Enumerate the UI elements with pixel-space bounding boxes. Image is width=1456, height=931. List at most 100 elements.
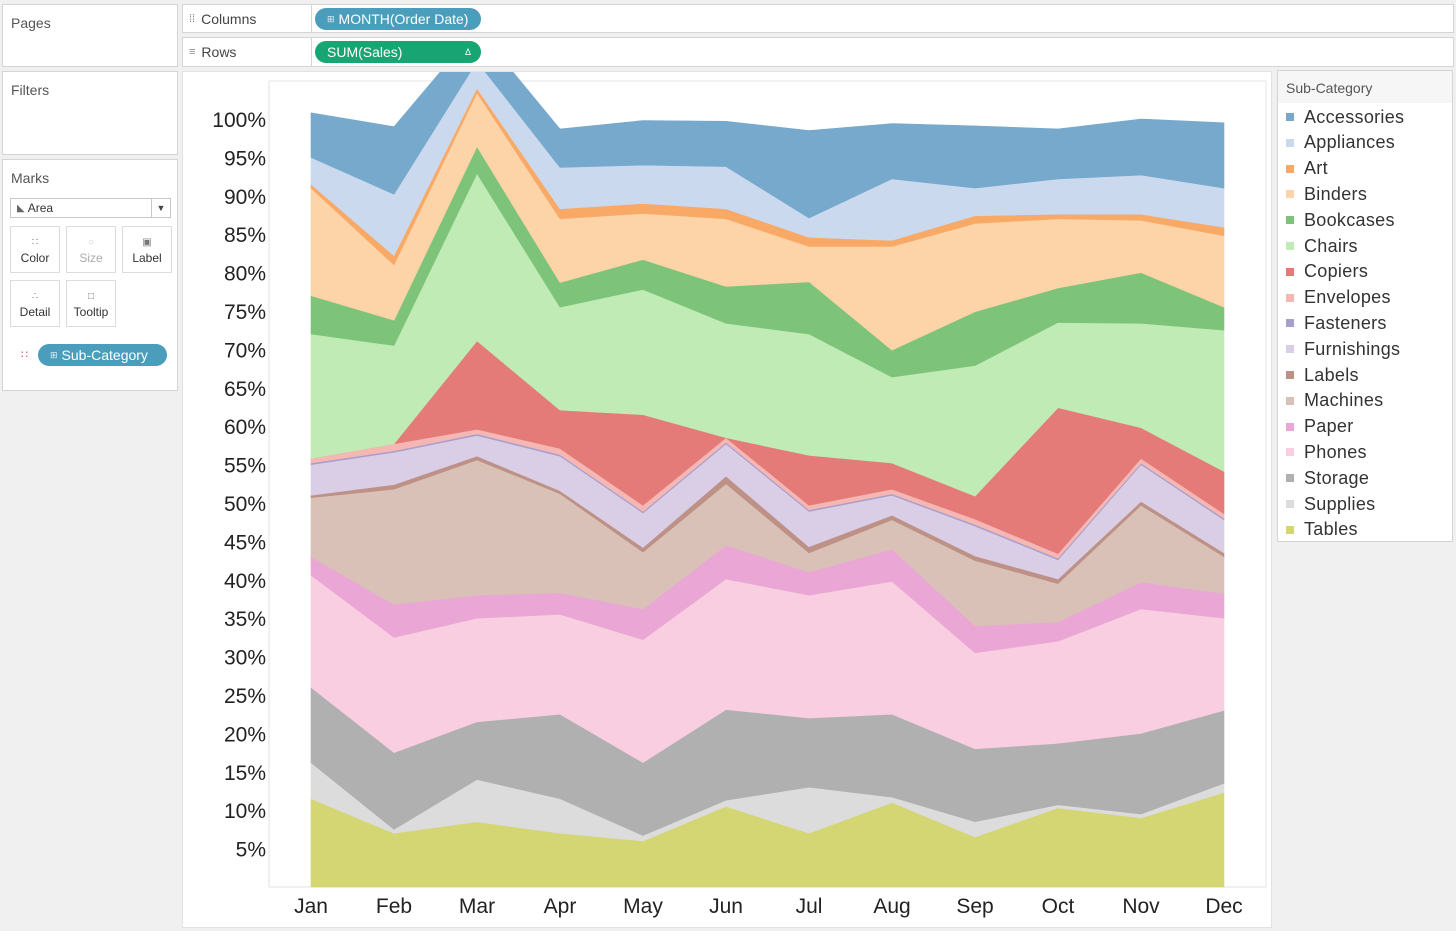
detail-button-label: Detail — [19, 305, 51, 319]
legend-swatch — [1286, 345, 1294, 354]
legend-item-machines[interactable]: Machines — [1286, 390, 1383, 412]
filters-title: Filters — [11, 82, 50, 98]
y-tick-label: 15% — [224, 762, 266, 785]
legend-item-art[interactable]: Art — [1286, 158, 1328, 180]
pages-title: Pages — [11, 15, 51, 31]
x-tick-label: Jun — [709, 895, 743, 918]
table-calc-icon: Δ — [464, 47, 471, 57]
area-accessories[interactable] — [310, 72, 1225, 219]
tooltip-button[interactable]: □ Tooltip — [66, 280, 116, 327]
legend-title: Sub-Category — [1286, 80, 1373, 96]
legend-swatch — [1286, 293, 1294, 302]
legend-label: Phones — [1304, 441, 1367, 462]
columns-label-wrap: ⁞⁞ Columns — [189, 5, 256, 32]
y-tick-label: 45% — [224, 531, 266, 554]
y-tick-label: 90% — [224, 186, 266, 209]
legend-item-accessories[interactable]: Accessories — [1286, 106, 1404, 128]
y-tick-label: 20% — [224, 723, 266, 746]
legend-swatch — [1286, 422, 1294, 431]
legend-item-labels[interactable]: Labels — [1286, 364, 1359, 386]
x-tick-label: Nov — [1122, 895, 1160, 918]
label-button[interactable]: ▣ Label — [122, 226, 172, 273]
y-tick-label: 55% — [224, 455, 266, 478]
legend-label: Envelopes — [1304, 287, 1391, 308]
legend-item-chairs[interactable]: Chairs — [1286, 235, 1358, 257]
legend-swatch — [1286, 164, 1294, 173]
mark-type-value: Area — [27, 201, 54, 215]
marks-card: Marks ◣ Area ▼ ∷ Color ○ Size ▣ Label ∴ … — [2, 159, 178, 391]
legend-item-storage[interactable]: Storage — [1286, 467, 1369, 489]
legend-item-bookcases[interactable]: Bookcases — [1286, 209, 1395, 231]
legend-swatch — [1286, 113, 1294, 121]
rows-shelf[interactable]: ≡ Rows SUM(Sales) Δ — [182, 37, 1454, 67]
legend-label: Art — [1304, 158, 1328, 179]
legend-swatch — [1286, 190, 1294, 199]
legend-item-binders[interactable]: Binders — [1286, 183, 1367, 205]
x-tick-label: Apr — [544, 895, 577, 918]
legend-label: Supplies — [1304, 493, 1376, 514]
color-button-label: Color — [20, 251, 50, 265]
legend-label: Chairs — [1304, 235, 1358, 256]
columns-pill[interactable]: ⊞ MONTH(Order Date) — [315, 8, 481, 30]
size-icon: ○ — [87, 237, 95, 248]
chevron-down-icon: ▼ — [151, 199, 170, 217]
legend-item-copiers[interactable]: Copiers — [1286, 261, 1368, 283]
legend-item-envelopes[interactable]: Envelopes — [1286, 287, 1391, 309]
x-tick-label: Dec — [1205, 895, 1242, 918]
legend-item-furnishings[interactable]: Furnishings — [1286, 338, 1400, 360]
y-tick-label: 5% — [236, 839, 266, 862]
area-mark-icon: ◣ — [17, 202, 25, 214]
legend-item-phones[interactable]: Phones — [1286, 441, 1367, 463]
date-field-icon: ⊞ — [327, 13, 335, 24]
y-tick-label: 25% — [224, 685, 266, 708]
legend-item-fasteners[interactable]: Fasteners — [1286, 312, 1387, 334]
rows-pill-label: SUM(Sales) — [327, 44, 403, 60]
size-button-label: Size — [79, 251, 103, 265]
x-tick-label: Feb — [376, 895, 412, 918]
x-tick-label: Jan — [294, 895, 328, 918]
color-button[interactable]: ∷ Color — [10, 226, 60, 273]
mark-type-dropdown[interactable]: ◣ Area ▼ — [10, 198, 171, 218]
x-tick-label: Jul — [796, 895, 823, 918]
detail-button[interactable]: ∴ Detail — [10, 280, 60, 327]
y-tick-label: 30% — [224, 647, 266, 670]
color-encoding-icon: ∷ — [21, 349, 28, 361]
y-tick-label: 75% — [224, 301, 266, 324]
tooltip-icon: □ — [87, 291, 95, 302]
shelf-divider — [311, 5, 312, 32]
legend-item-tables[interactable]: Tables — [1286, 519, 1358, 541]
size-button[interactable]: ○ Size — [66, 226, 116, 273]
legend-swatch — [1286, 242, 1294, 250]
x-tick-label: May — [623, 895, 663, 918]
pages-shelf[interactable]: Pages — [2, 4, 178, 67]
columns-icon: ⁞⁞ — [189, 12, 196, 25]
y-tick-label: 35% — [224, 608, 266, 631]
legend-item-supplies[interactable]: Supplies — [1286, 493, 1375, 515]
legend-label: Machines — [1304, 390, 1384, 411]
x-tick-label: Aug — [873, 895, 910, 918]
legend-swatch — [1286, 319, 1294, 328]
columns-shelf[interactable]: ⁞⁞ Columns ⊞ MONTH(Order Date) — [182, 4, 1454, 33]
color-icon: ∷ — [31, 237, 39, 248]
y-tick-label: 85% — [224, 224, 266, 247]
legend-label: Labels — [1304, 364, 1359, 385]
y-tick-label: 40% — [224, 570, 266, 593]
rows-pill[interactable]: SUM(Sales) Δ — [315, 41, 481, 63]
legend-label: Storage — [1304, 467, 1370, 488]
sub-category-pill-label: Sub-Category — [61, 347, 148, 363]
area-chart[interactable]: 5% 10% 15% 20% 25% 30% 35% 40% 45% 50% 55% 60% 65% 70… — [183, 72, 1271, 927]
rows-icon: ≡ — [189, 46, 196, 58]
legend-item-appliances[interactable]: Appliances — [1286, 132, 1395, 154]
filters-shelf[interactable]: Filters — [2, 71, 178, 155]
sub-category-pill[interactable]: ⊞ Sub-Category — [38, 344, 167, 366]
x-tick-label: Sep — [956, 895, 993, 918]
legend-swatch — [1286, 448, 1294, 457]
legend-label: Paper — [1304, 416, 1354, 437]
y-tick-label: 65% — [224, 378, 266, 401]
legend-item-paper[interactable]: Paper — [1286, 416, 1354, 438]
y-tick-label: 80% — [224, 263, 266, 286]
tooltip-button-label: Tooltip — [73, 305, 109, 319]
legend-label: Fasteners — [1304, 312, 1387, 333]
y-tick-label: 10% — [224, 800, 266, 823]
legend-label: Furnishings — [1304, 338, 1401, 359]
